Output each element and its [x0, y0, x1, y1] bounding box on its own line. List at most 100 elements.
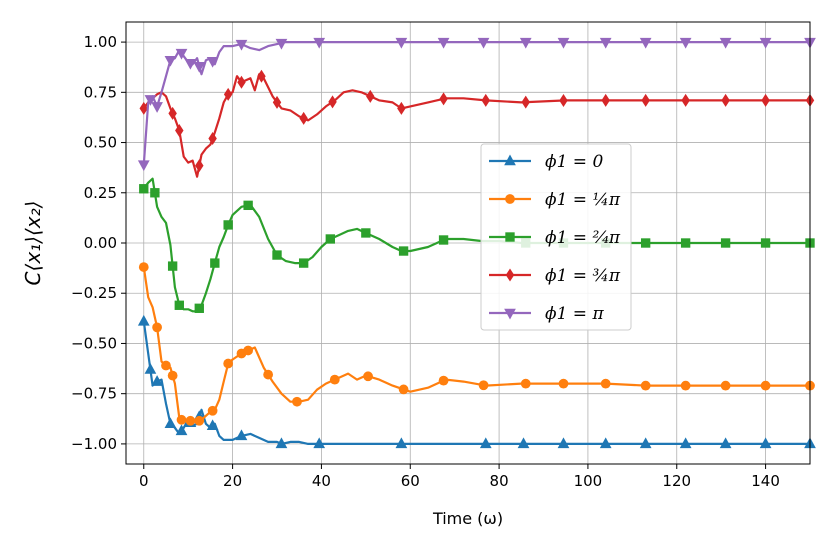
- y-tick-label: −0.25: [71, 284, 117, 302]
- marker-triangle-up: [206, 419, 219, 431]
- marker-triangle-up: [395, 437, 408, 449]
- y-tick-label: 1.00: [84, 33, 117, 51]
- marker-diamond: [397, 101, 406, 115]
- marker-square: [398, 246, 409, 256]
- marker-triangle-up: [599, 437, 612, 449]
- legend-label: ϕ1 = ²⁄₄π: [545, 228, 621, 248]
- legend-entry-4: ϕ1 = π: [489, 304, 604, 324]
- marker-triangle-down: [137, 160, 150, 172]
- marker-triangle-up: [164, 417, 177, 429]
- marker-diamond: [439, 92, 448, 106]
- marker-diamond: [761, 93, 770, 107]
- marker-diamond: [237, 75, 246, 89]
- marker-diamond: [481, 93, 490, 107]
- marker-circle: [398, 384, 409, 395]
- marker-circle: [438, 375, 449, 386]
- y-tick-label: 0.50: [84, 134, 117, 152]
- legend-label: ϕ1 = ¼π: [545, 190, 621, 210]
- y-tick-label: −0.75: [71, 385, 117, 403]
- marker-circle: [720, 380, 731, 391]
- marker-square: [150, 188, 160, 198]
- marker-circle: [505, 194, 515, 204]
- marker-square: [272, 250, 282, 260]
- legend-entry-1: ϕ1 = ¼π: [489, 190, 621, 210]
- marker-triangle-down: [313, 37, 326, 49]
- marker-triangle-down: [679, 37, 692, 49]
- marker-square: [680, 238, 691, 248]
- x-axis-label: Time (ω): [432, 509, 503, 528]
- marker-diamond: [175, 123, 184, 137]
- marker-circle: [223, 358, 234, 369]
- marker-triangle-up: [639, 437, 652, 449]
- marker-circle: [161, 360, 171, 371]
- marker-triangle-down: [193, 61, 206, 73]
- marker-square: [223, 220, 233, 230]
- y-tick-label: −0.50: [71, 334, 117, 352]
- series-line: [142, 266, 810, 423]
- marker-triangle-up: [175, 424, 188, 436]
- marker-diamond: [195, 159, 204, 173]
- marker-circle: [329, 374, 340, 385]
- marker-triangle-down: [395, 37, 408, 49]
- marker-triangle-up: [504, 154, 516, 166]
- marker-circle: [243, 345, 254, 356]
- marker-diamond: [521, 95, 530, 109]
- x-tick-label: 120: [662, 472, 691, 490]
- marker-triangle-up: [517, 437, 530, 449]
- marker-triangle-down: [206, 56, 219, 68]
- marker-triangle-down: [175, 48, 188, 60]
- y-tick-label: 0.00: [84, 234, 117, 252]
- marker-diamond: [168, 106, 177, 120]
- marker-square: [167, 261, 178, 271]
- marker-circle: [263, 369, 274, 380]
- marker-circle: [520, 378, 531, 389]
- legend-label: ϕ1 = ¾π: [545, 266, 621, 286]
- marker-diamond: [366, 89, 375, 103]
- marker-triangle-up: [759, 437, 772, 449]
- marker-circle: [760, 380, 771, 391]
- marker-triangle-down: [184, 58, 197, 70]
- marker-circle: [478, 380, 489, 391]
- marker-circle: [207, 405, 218, 416]
- marker-circle: [680, 380, 691, 391]
- marker-triangle-up: [137, 314, 150, 326]
- marker-triangle-down: [437, 37, 450, 49]
- series-4: [137, 37, 816, 172]
- marker-triangle-up: [235, 429, 248, 441]
- series-1: [138, 262, 815, 426]
- marker-triangle-down: [759, 37, 772, 49]
- marker-triangle-down: [557, 37, 570, 49]
- marker-triangle-up: [479, 437, 492, 449]
- marker-square: [760, 238, 771, 248]
- marker-diamond: [681, 93, 690, 107]
- marker-square: [298, 258, 309, 268]
- marker-triangle-down: [477, 37, 490, 49]
- legend-entry-3: ϕ1 = ¾π: [489, 266, 621, 286]
- legend-label: ϕ1 = 0: [545, 152, 603, 172]
- series-3: [139, 69, 815, 178]
- marker-diamond: [299, 111, 308, 125]
- y-axis-ticks: −1.00 −0.75 −0.50 −0.25 0.00 0.25 0.50 0.75 1.00: [71, 33, 126, 453]
- series-line: [142, 40, 810, 165]
- marker-diamond: [601, 93, 610, 107]
- series-line: [142, 177, 810, 313]
- marker-circle: [600, 378, 611, 389]
- marker-triangle-down: [151, 102, 163, 113]
- series-line: [142, 73, 810, 178]
- x-tick-label: 60: [401, 472, 420, 490]
- marker-circle: [558, 378, 569, 389]
- marker-triangle-down: [235, 39, 248, 51]
- marker-triangle-down: [275, 38, 288, 50]
- marker-circle: [363, 371, 373, 382]
- series-line: [142, 321, 810, 445]
- marker-square: [243, 200, 253, 211]
- legend-entry-2: ϕ1 = ²⁄₄π: [489, 228, 621, 248]
- marker-circle: [152, 322, 162, 333]
- marker-square: [505, 232, 515, 242]
- marker-diamond: [272, 95, 282, 109]
- marker-circle: [292, 396, 302, 407]
- marker-diamond: [208, 132, 217, 146]
- legend-entry-0: ϕ1 = 0: [489, 152, 603, 172]
- marker-triangle-down: [519, 37, 532, 49]
